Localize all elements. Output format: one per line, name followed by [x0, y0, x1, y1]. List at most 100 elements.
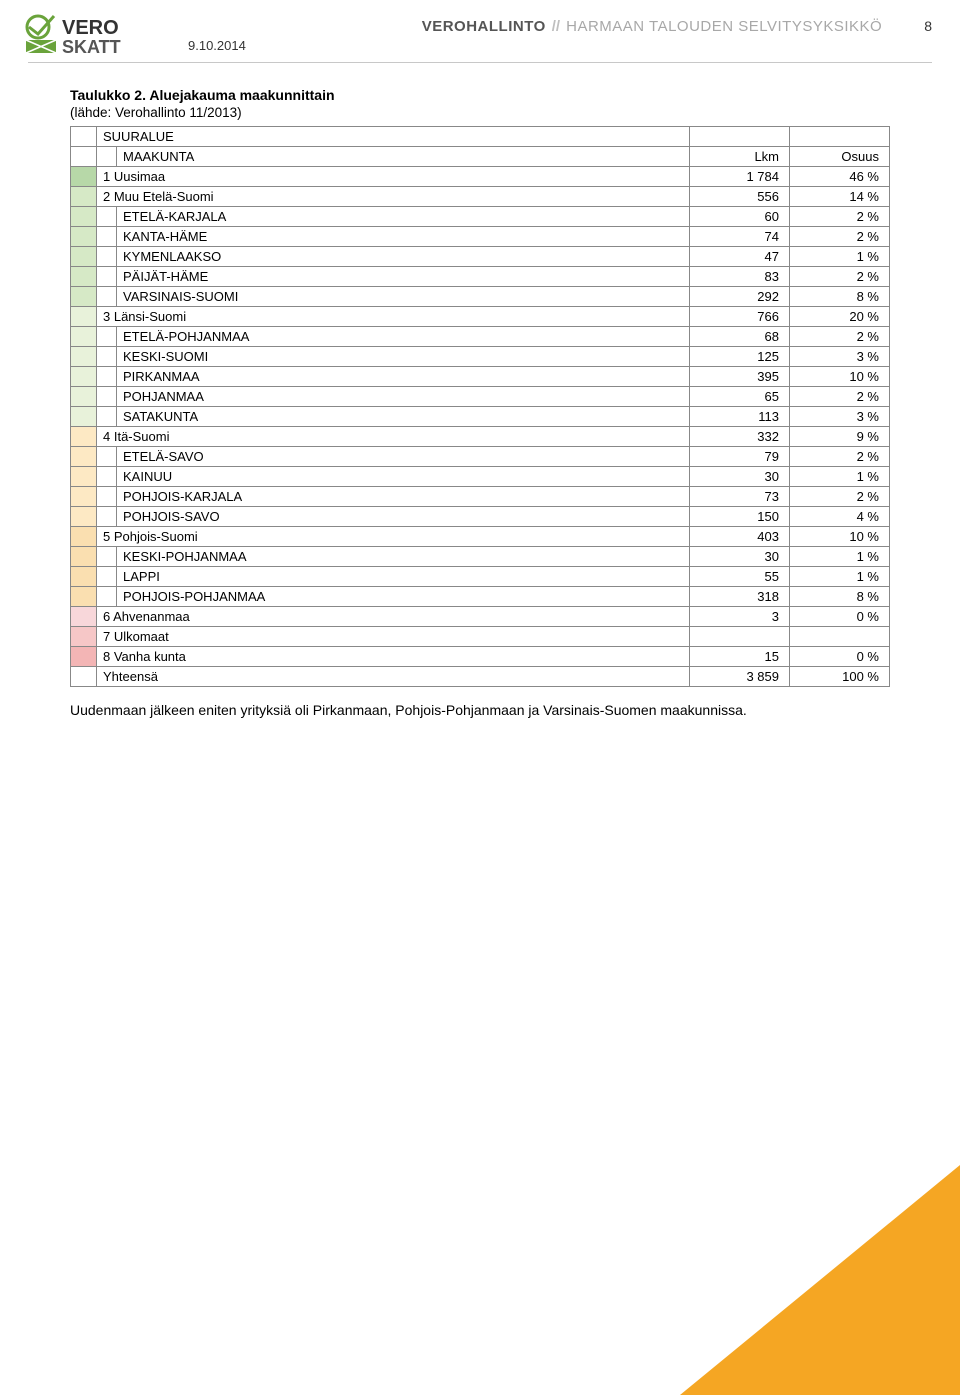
table-row: VARSINAIS-SUOMI2928 % — [71, 287, 890, 307]
swatch-cell — [71, 227, 97, 247]
table-row: 2 Muu Etelä-Suomi55614 % — [71, 187, 890, 207]
row-osuus: 2 % — [790, 327, 890, 347]
row-lkm: 65 — [690, 387, 790, 407]
table-row: PIRKANMAA39510 % — [71, 367, 890, 387]
header-empty — [690, 127, 790, 147]
row-lkm: 113 — [690, 407, 790, 427]
row-osuus: 2 % — [790, 227, 890, 247]
table-row: 6 Ahvenanmaa30 % — [71, 607, 890, 627]
row-osuus: 1 % — [790, 247, 890, 267]
row-label: PÄIJÄT-HÄME — [117, 267, 690, 287]
indent-cell — [97, 567, 117, 587]
row-lkm: 60 — [690, 207, 790, 227]
row-lkm: 3 859 — [690, 667, 790, 687]
swatch-cell — [71, 527, 97, 547]
row-label: 5 Pohjois-Suomi — [97, 527, 690, 547]
row-lkm: 766 — [690, 307, 790, 327]
row-osuus: 0 % — [790, 647, 890, 667]
indent-cell — [97, 367, 117, 387]
row-osuus: 10 % — [790, 367, 890, 387]
row-lkm: 556 — [690, 187, 790, 207]
table-title: Taulukko 2. Aluejakauma maakunnittain — [70, 87, 890, 103]
header-empty — [790, 127, 890, 147]
table-row: 4 Itä-Suomi3329 % — [71, 427, 890, 447]
row-lkm: 47 — [690, 247, 790, 267]
indent-cell — [97, 547, 117, 567]
swatch-cell — [71, 487, 97, 507]
swatch-cell — [71, 167, 97, 187]
table-row: 8 Vanha kunta150 % — [71, 647, 890, 667]
swatch-cell — [71, 567, 97, 587]
row-osuus: 0 % — [790, 607, 890, 627]
document-date: 9.10.2014 — [188, 38, 246, 53]
row-label: POHJOIS-SAVO — [117, 507, 690, 527]
row-osuus: 1 % — [790, 547, 890, 567]
row-label: ETELÄ-KARJALA — [117, 207, 690, 227]
swatch-cell — [71, 387, 97, 407]
row-osuus: 8 % — [790, 587, 890, 607]
row-label: VARSINAIS-SUOMI — [117, 287, 690, 307]
swatch-cell — [71, 667, 97, 687]
row-lkm: 74 — [690, 227, 790, 247]
row-osuus: 1 % — [790, 567, 890, 587]
indent-cell — [97, 247, 117, 267]
indent-cell — [97, 227, 117, 247]
row-label: POHJANMAA — [117, 387, 690, 407]
row-label: 3 Länsi-Suomi — [97, 307, 690, 327]
swatch-cell — [71, 547, 97, 567]
row-label: KESKI-SUOMI — [117, 347, 690, 367]
table-row: KESKI-POHJANMAA301 % — [71, 547, 890, 567]
row-label: POHJOIS-KARJALA — [117, 487, 690, 507]
row-label: KYMENLAAKSO — [117, 247, 690, 267]
swatch-cell — [71, 467, 97, 487]
table-row: ETELÄ-POHJANMAA682 % — [71, 327, 890, 347]
row-lkm: 403 — [690, 527, 790, 547]
row-label: 1 Uusimaa — [97, 167, 690, 187]
row-osuus: 9 % — [790, 427, 890, 447]
table-row: SATAKUNTA1133 % — [71, 407, 890, 427]
row-osuus: 20 % — [790, 307, 890, 327]
table-row: POHJOIS-KARJALA732 % — [71, 487, 890, 507]
swatch-cell — [71, 427, 97, 447]
row-osuus: 10 % — [790, 527, 890, 547]
row-label: KESKI-POHJANMAA — [117, 547, 690, 567]
table-row: 7 Ulkomaat — [71, 627, 890, 647]
row-osuus: 46 % — [790, 167, 890, 187]
table-row: 3 Länsi-Suomi76620 % — [71, 307, 890, 327]
swatch-cell — [71, 147, 97, 167]
table-row: Yhteensä3 859100 % — [71, 667, 890, 687]
swatch-cell — [71, 507, 97, 527]
table-row: KANTA-HÄME742 % — [71, 227, 890, 247]
swatch-cell — [71, 307, 97, 327]
swatch-cell — [71, 647, 97, 667]
swatch-cell — [71, 327, 97, 347]
row-label: KAINUU — [117, 467, 690, 487]
swatch-cell — [71, 267, 97, 287]
indent-cell — [97, 587, 117, 607]
indent-cell — [97, 387, 117, 407]
row-lkm: 30 — [690, 467, 790, 487]
row-lkm: 395 — [690, 367, 790, 387]
swatch-cell — [71, 347, 97, 367]
swatch-cell — [71, 587, 97, 607]
indent-cell — [97, 447, 117, 467]
row-osuus: 3 % — [790, 407, 890, 427]
table-row: KAINUU301 % — [71, 467, 890, 487]
region-table: SUURALUEMAAKUNTALkmOsuus1 Uusimaa1 78446… — [70, 126, 890, 687]
header-suuralue: SUURALUE — [97, 127, 690, 147]
indent-cell — [97, 507, 117, 527]
row-label: SATAKUNTA — [117, 407, 690, 427]
unit-name: HARMAAN TALOUDEN SELVITYSYKSIKKÖ — [566, 18, 882, 35]
swatch-cell — [71, 247, 97, 267]
table-row: LAPPI551 % — [71, 567, 890, 587]
row-lkm: 125 — [690, 347, 790, 367]
row-lkm: 68 — [690, 327, 790, 347]
row-label: POHJOIS-POHJANMAA — [117, 587, 690, 607]
table-row: PÄIJÄT-HÄME832 % — [71, 267, 890, 287]
logo-text-top: VERO — [62, 17, 119, 39]
indent-cell — [97, 487, 117, 507]
swatch-cell — [71, 187, 97, 207]
row-osuus: 2 % — [790, 387, 890, 407]
row-label: ETELÄ-SAVO — [117, 447, 690, 467]
row-osuus: 8 % — [790, 287, 890, 307]
